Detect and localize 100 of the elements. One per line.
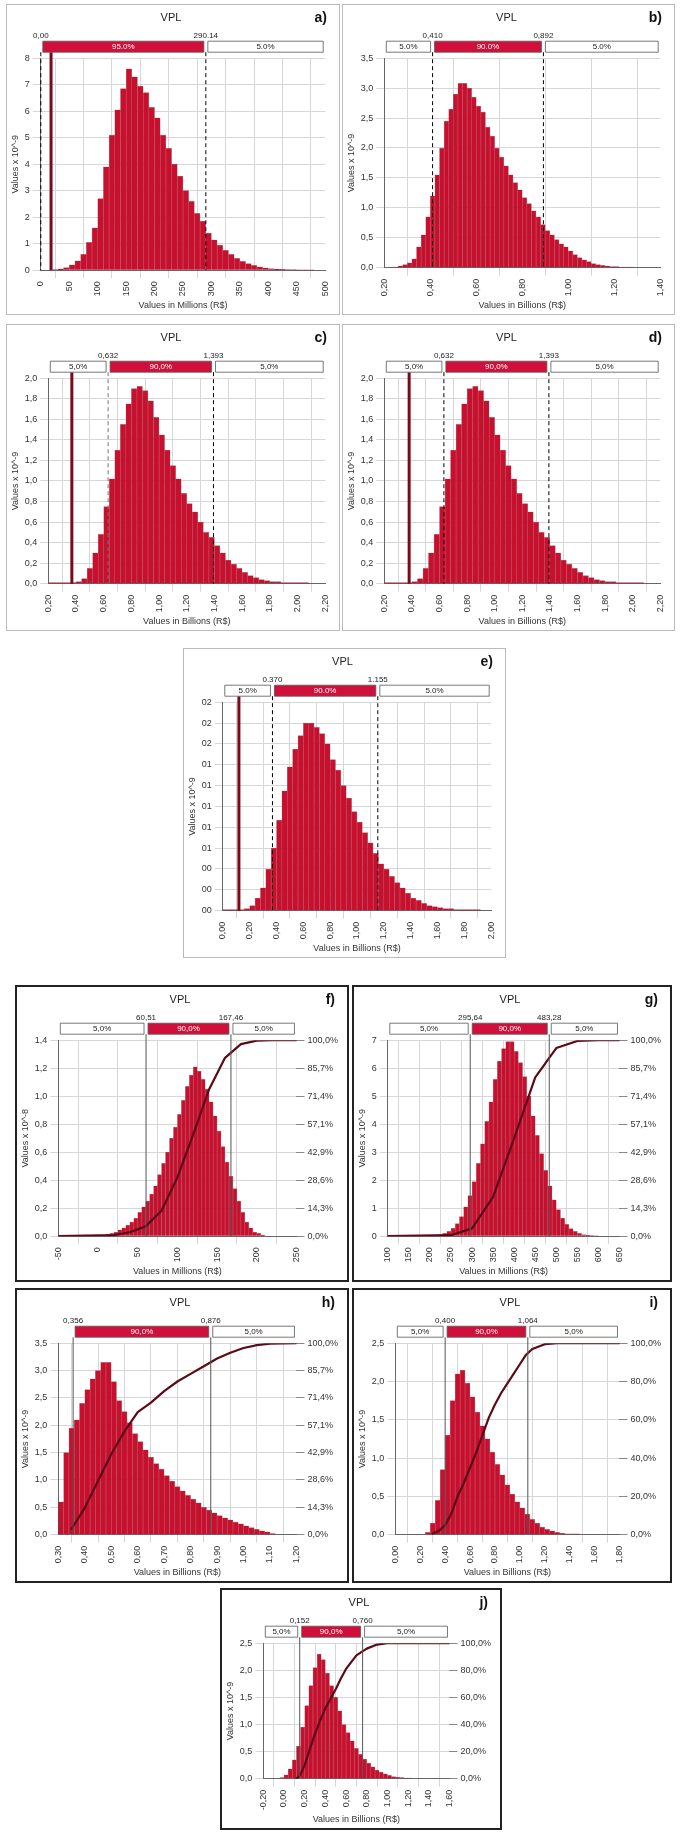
chart-title: VPL [496, 10, 517, 23]
y-tick-label: 1 [24, 238, 30, 249]
y-tick-label: 1,0 [34, 1474, 48, 1485]
y-tick-label: 0,8 [360, 495, 374, 506]
y-axis-title: Values x 10^-9 [186, 777, 197, 836]
x-axis-title: Values in Billions (R$) [312, 1814, 401, 1825]
y2-tick-label: 0,0% [630, 1529, 651, 1540]
x-tick-label: 350 [234, 281, 245, 297]
y-tick-label: 01 [201, 780, 212, 791]
x-tick-label: 150 [211, 1247, 222, 1263]
y-axis-title: Values x 10^-9 [9, 134, 20, 194]
x-tick-label: 150 [403, 1247, 414, 1263]
y-tick-label: 0,0 [360, 262, 374, 273]
y-tick-label: 1,5 [371, 1414, 385, 1425]
y-tick-label: 0,4 [34, 1174, 48, 1185]
ref-line-label: 0,892 [533, 31, 554, 41]
y2-tick-label: 14,3% [307, 1202, 334, 1213]
y-tick-label: 3 [24, 185, 30, 196]
y2-tick-label: 40,0% [460, 1718, 487, 1729]
y-tick-label: 2,0 [239, 1664, 253, 1675]
y-tick-label: 2,5 [239, 1637, 253, 1648]
chart-title: VPL [499, 992, 521, 1005]
text: 5,0% [419, 1024, 439, 1034]
x-tick-label: 300 [466, 1247, 477, 1263]
y-tick-label: 8 [24, 52, 30, 63]
x-tick-label: 1,60 [432, 921, 443, 940]
x-tick-label: 0,60 [340, 1789, 351, 1808]
y-tick-label: 0,0 [24, 578, 38, 589]
y-tick-label: 1,2 [360, 454, 374, 465]
y2-tick-label: 0,0% [630, 1230, 651, 1241]
x-tick-label: 400 [508, 1247, 519, 1263]
y-axis-title: Values x 10^-9 [356, 1108, 367, 1168]
text: e) [480, 652, 493, 669]
y-tick-label: 0,0 [34, 1529, 48, 1540]
y-tick-label: 1,2 [34, 1062, 48, 1073]
text: a) [314, 8, 327, 25]
x-tick-label: 200 [424, 1247, 435, 1263]
y2-tick-label: 40,0% [630, 1452, 657, 1463]
x-tick-label: 0,40 [424, 278, 435, 297]
x-tick-label: 0,60 [132, 1545, 143, 1564]
y-tick-label: 2,0 [360, 142, 374, 153]
y-tick-label: 0,0 [239, 1773, 253, 1784]
x-axis-title: Values in Billions (R$) [313, 943, 401, 954]
chart-title: VPL [169, 992, 191, 1005]
y2-tick-label: 42,9% [307, 1447, 334, 1458]
y2-tick-label: 85,7% [630, 1062, 657, 1073]
x-tick-label: 1,80 [599, 594, 610, 613]
y-tick-label: 02 [201, 696, 212, 707]
y-tick-label: 4 [24, 158, 30, 169]
x-tick-label: 0,90 [211, 1545, 222, 1564]
text: 5,0% [254, 1024, 273, 1034]
x-tick-label: 1,00 [489, 594, 500, 613]
x-axis-title: Values in Billions (R$) [463, 1567, 552, 1578]
ref-line-label: 0,410 [422, 31, 444, 41]
y-tick-label: 01 [201, 821, 212, 832]
x-tick-label: 1,20 [539, 1545, 550, 1564]
text: 5,0% [564, 1327, 583, 1337]
text: 95.0% [111, 42, 135, 52]
y-tick-label: 0,6 [34, 1146, 48, 1157]
x-tick-label: 0,60 [98, 594, 109, 613]
text: 5.0% [425, 686, 444, 696]
x-tick-label: 0,80 [461, 594, 472, 613]
y2-tick-label: 71,4% [630, 1090, 657, 1101]
ref-line-label: 483,28 [537, 1013, 563, 1023]
x-tick-label: 1,00 [153, 594, 164, 613]
text: d) [648, 328, 662, 345]
y-tick-label: 0,4 [360, 537, 374, 548]
text: 90,0% [498, 1024, 522, 1034]
y2-tick-label: 57,1% [630, 1118, 657, 1129]
text: f) [325, 990, 335, 1007]
y-tick-label: 1,0 [239, 1718, 253, 1729]
x-tick-label: 100 [92, 281, 103, 297]
y-tick-label: 1,6 [24, 413, 38, 424]
x-tick-label: 1,20 [516, 594, 527, 613]
text: 5,0% [69, 362, 88, 372]
x-tick-label: 0,40 [406, 594, 417, 613]
x-tick-label: 0,40 [319, 1789, 330, 1808]
ref-line-label: 0,760 [352, 1616, 374, 1626]
x-tick-label: 1,00 [238, 1545, 249, 1564]
x-tick-label: 250 [177, 281, 188, 297]
y-axis-title: Values x 10^-9 [345, 133, 356, 193]
chart-title: VPL [499, 1295, 521, 1308]
x-tick-label: 250 [290, 1247, 301, 1263]
x-tick-label: 0,80 [324, 921, 335, 940]
x-tick-label: 1,60 [571, 594, 582, 613]
y2-tick-label: 71,4% [307, 1090, 334, 1101]
ref-line-label: 1,393 [538, 351, 560, 361]
x-tick-label: 0,20 [378, 278, 389, 297]
x-tick-label: 350 [487, 1247, 498, 1263]
y-tick-label: 6 [24, 105, 30, 116]
ref-line-label: 0,00 [33, 31, 50, 41]
x-tick-label: 1,60 [236, 594, 247, 613]
y-tick-label: 0 [24, 264, 30, 275]
x-axis-title: Values in Billions (R$) [478, 616, 566, 627]
y-tick-label: 0,8 [34, 1118, 48, 1129]
x-tick-label: 1,40 [544, 594, 555, 613]
y-tick-label: 1 [371, 1202, 377, 1213]
text: 90,0% [177, 1024, 200, 1034]
x-tick-label: 0,80 [125, 594, 136, 613]
y-tick-label: 0,2 [360, 557, 374, 568]
